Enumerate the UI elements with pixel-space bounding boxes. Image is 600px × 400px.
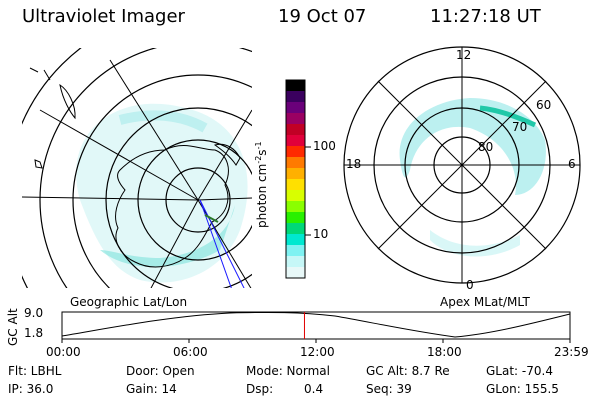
altitude-ytick-1-8: 1.8 bbox=[24, 326, 44, 340]
colorbar-swatch bbox=[286, 256, 305, 268]
colorbar-swatch bbox=[286, 102, 305, 114]
footer-seq: Seq: 39 bbox=[366, 382, 412, 396]
mlt-label-6: 6 bbox=[568, 157, 576, 171]
altitude-xtick-0000: 00:00 bbox=[46, 345, 81, 359]
altitude-xtick-0600: 06:00 bbox=[173, 345, 208, 359]
colorbar-unit-exp2: -1 bbox=[254, 141, 263, 150]
aurora-band-left bbox=[100, 205, 235, 267]
colorbar-swatch bbox=[286, 179, 305, 191]
colorbar-tick-10: 10 bbox=[313, 227, 329, 241]
mlt-label-0: 0 bbox=[466, 278, 474, 292]
colorbar-ticks bbox=[305, 146, 311, 236]
colorbar-swatch bbox=[286, 234, 305, 246]
geographic-map bbox=[22, 48, 252, 288]
mlt-lines bbox=[344, 47, 580, 283]
colorbar-frame bbox=[285, 79, 306, 279]
colorbar-unit: photon cm-2s-1 bbox=[254, 141, 269, 228]
left-map-label: Geographic Lat/Lon bbox=[70, 295, 188, 309]
footer-dsp-value: 0.4 bbox=[304, 382, 324, 396]
colorbar-swatch bbox=[286, 157, 305, 169]
altitude-ylabel: GC Alt bbox=[6, 308, 20, 346]
colorbar-unit-text: photon cm bbox=[255, 163, 269, 228]
footer-gain: Gain: 14 bbox=[126, 382, 177, 396]
footer-flt: Flt: LBHL bbox=[8, 364, 62, 378]
instrument-title: Ultraviolet Imager bbox=[22, 6, 185, 27]
footer-door: Door: Open bbox=[126, 364, 195, 378]
footer-dsp: Dsp: bbox=[246, 382, 274, 396]
colorbar-swatch bbox=[286, 146, 305, 158]
altitude-curve bbox=[61, 311, 571, 338]
altitude-ytick-9: 9.0 bbox=[24, 306, 44, 320]
altitude-xtick-1800: 18:00 bbox=[427, 345, 462, 359]
colorbar-swatch bbox=[286, 245, 305, 257]
footer-glon: GLon: 155.5 bbox=[486, 382, 559, 396]
colorbar-swatch bbox=[286, 91, 305, 103]
mlat-label-70: 70 bbox=[512, 120, 528, 134]
aurora-oval-right bbox=[399, 98, 546, 195]
colorbar-swatch bbox=[286, 201, 305, 213]
altitude-xtick-1200: 12:00 bbox=[300, 345, 335, 359]
mlat-label-80: 80 bbox=[478, 140, 494, 154]
altitude-plot bbox=[61, 311, 571, 343]
colorbar-swatch bbox=[286, 223, 305, 235]
right-map-label: Apex MLat/MLT bbox=[440, 295, 530, 309]
satellite-track bbox=[199, 199, 245, 288]
colorbar-swatch bbox=[286, 80, 305, 92]
date-label: 19 Oct 07 bbox=[278, 6, 367, 27]
colorbar-swatch bbox=[286, 267, 305, 279]
footer-gcalt: GC Alt: 8.7 Re bbox=[366, 364, 450, 378]
footer-glat: GLat: -70.4 bbox=[486, 364, 553, 378]
colorbar-swatch bbox=[286, 135, 305, 147]
latitude-circles bbox=[22, 48, 252, 288]
mlt-label-18: 18 bbox=[346, 157, 362, 171]
colorbar-swatch bbox=[286, 124, 305, 136]
colorbar-swatch bbox=[286, 190, 305, 202]
apex-map bbox=[343, 46, 581, 284]
colorbar bbox=[285, 79, 306, 279]
colorbar-unit-exp1: -2 bbox=[254, 155, 263, 164]
aurora-arc-top-left bbox=[118, 110, 208, 133]
aurora-band-right bbox=[430, 230, 520, 257]
footer-ip: IP: 36.0 bbox=[8, 382, 54, 396]
colorbar-unit-s: s bbox=[255, 149, 269, 156]
footer-mode: Mode: Normal bbox=[246, 364, 330, 378]
time-label: 11:27:18 UT bbox=[430, 6, 541, 27]
mlat-label-60: 60 bbox=[536, 98, 552, 112]
colorbar-swatch bbox=[286, 113, 305, 125]
coastlines bbox=[29, 67, 241, 268]
mlt-label-12: 12 bbox=[456, 48, 472, 62]
colorbar-swatch bbox=[286, 212, 305, 224]
altitude-ticks bbox=[61, 339, 571, 343]
aurora-oval-left bbox=[76, 103, 248, 283]
aurora-bright-arc bbox=[479, 105, 537, 128]
colorbar-swatch bbox=[286, 168, 305, 180]
colorbar-tick-100: 100 bbox=[313, 139, 336, 153]
altitude-xtick-2359: 23:59 bbox=[554, 345, 589, 359]
